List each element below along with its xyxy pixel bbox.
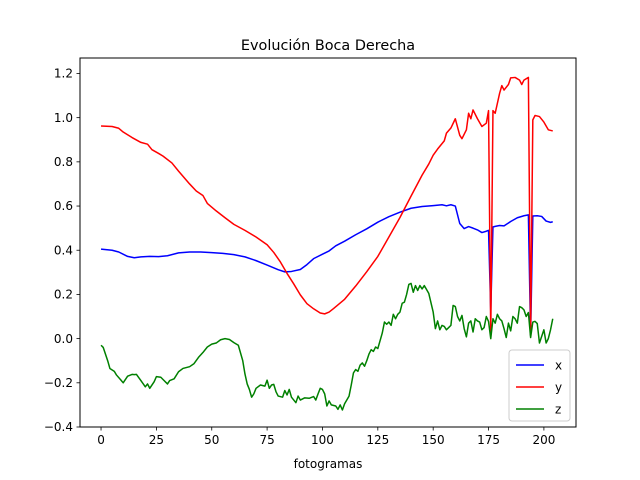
- axes-frame: [79, 57, 577, 428]
- x-tick-label: 125: [366, 433, 389, 447]
- plot-area: [100, 76, 554, 411]
- series-line-z: [100, 282, 554, 411]
- x-tick-label: 0: [97, 433, 105, 447]
- y-tick-label: 0.2: [54, 288, 73, 302]
- y-tick-label: 0.6: [54, 199, 73, 213]
- chart-title: Evolución Boca Derecha: [241, 38, 415, 54]
- y-tick-label: 0.8: [54, 155, 73, 169]
- x-tick-label: 175: [477, 433, 500, 447]
- y-axis-ticks: −0.4 −0.2 0.0 0.2 0.4 0.6 0.8 1.0 1.2: [44, 67, 80, 434]
- series-line-y: [101, 76, 553, 337]
- legend-box: [508, 349, 571, 422]
- x-tick-label: 75: [259, 433, 274, 447]
- x-tick-label: 200: [532, 433, 555, 447]
- x-tick-label: 50: [204, 433, 219, 447]
- y-tick-label: 1.2: [54, 67, 73, 81]
- y-tick-label: −0.2: [44, 376, 73, 390]
- legend-label-z: z: [555, 403, 561, 417]
- x-tick-label: 25: [149, 433, 164, 447]
- legend-label-y: y: [555, 381, 562, 395]
- y-tick-label: 0.4: [54, 243, 73, 257]
- series-line-x: [100, 203, 553, 337]
- y-tick-label: 1.0: [54, 111, 73, 125]
- legend-label-x: x: [555, 359, 562, 373]
- x-axis-label: fotogramas: [294, 457, 363, 471]
- x-tick-label: 150: [422, 433, 445, 447]
- legend: xyz: [508, 349, 571, 422]
- x-axis-ticks: 0 25 50 75 100 125 150 175 200: [97, 427, 555, 447]
- y-tick-label: −0.4: [44, 420, 73, 434]
- y-tick-label: 0.0: [54, 332, 73, 346]
- x-tick-label: 100: [311, 433, 334, 447]
